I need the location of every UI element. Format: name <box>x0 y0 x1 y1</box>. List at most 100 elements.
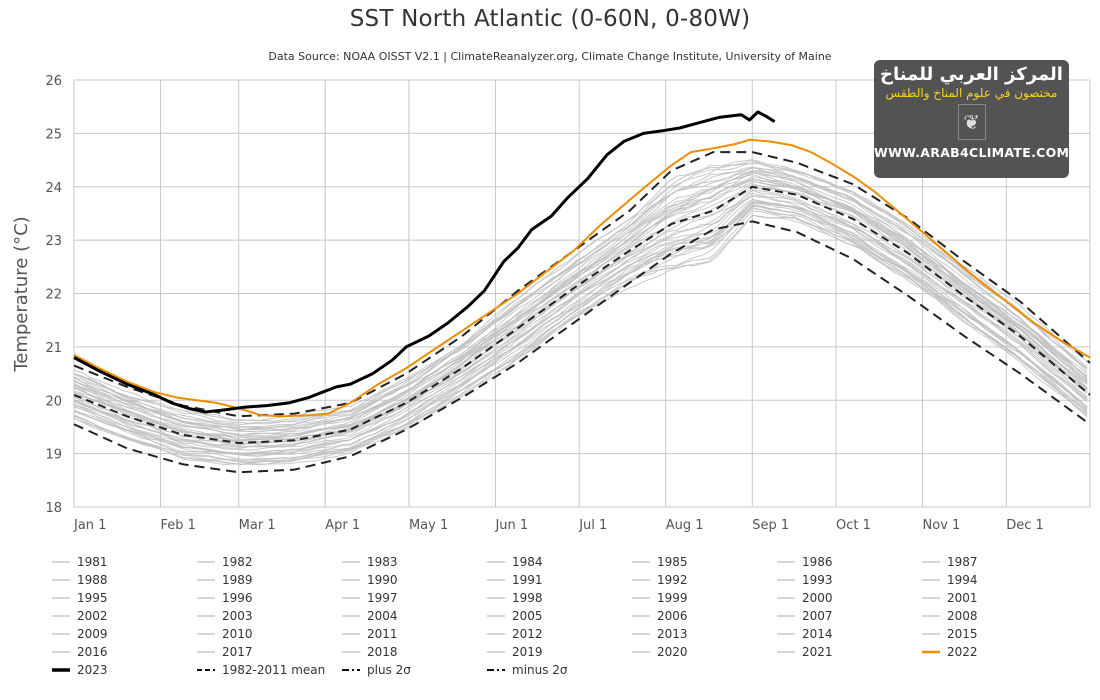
legend-symbol <box>922 649 940 655</box>
legend-symbol <box>632 649 650 655</box>
legend-item-minus-2-[interactable]: minus 2σ <box>487 661 568 679</box>
legend-symbol <box>632 577 650 583</box>
legend-symbol <box>52 595 70 601</box>
legend-label: 2015 <box>947 627 978 641</box>
legend-symbol <box>342 559 360 565</box>
legend-symbol <box>342 649 360 655</box>
series-line-2016 <box>73 170 1088 431</box>
legend-item-2019[interactable]: 2019 <box>487 643 543 661</box>
legend-item-1984[interactable]: 1984 <box>487 553 543 571</box>
x-tick-label: Oct 1 <box>836 518 871 533</box>
series-line-2007 <box>73 178 1088 442</box>
legend-item-1987[interactable]: 1987 <box>922 553 978 571</box>
series-line-1997 <box>73 195 1088 445</box>
legend-item-2018[interactable]: 2018 <box>342 643 398 661</box>
legend-label: 1993 <box>802 573 833 587</box>
legend-item-1996[interactable]: 1996 <box>197 589 253 607</box>
legend-label: 2016 <box>77 645 108 659</box>
series-line-2004 <box>73 187 1088 442</box>
legend-label: 1989 <box>222 573 253 587</box>
legend-item-2011[interactable]: 2011 <box>342 625 398 643</box>
x-tick-label: Nov 1 <box>923 518 961 533</box>
legend-label: 1983 <box>367 555 398 569</box>
legend-symbol <box>777 649 795 655</box>
legend-item-2022[interactable]: 2022 <box>922 643 978 661</box>
legend-item-2020[interactable]: 2020 <box>632 643 688 661</box>
legend-symbol <box>52 631 70 637</box>
legend-item-2008[interactable]: 2008 <box>922 607 978 625</box>
legend-label: 2018 <box>367 645 398 659</box>
watermark-url: WWW.ARAB4CLIMATE.COM <box>874 145 1070 160</box>
legend-item-1986[interactable]: 1986 <box>777 553 833 571</box>
legend-item-1990[interactable]: 1990 <box>342 571 398 589</box>
legend-item-2005[interactable]: 2005 <box>487 607 543 625</box>
legend-item-1988[interactable]: 1988 <box>52 571 108 589</box>
x-tick-label: Jun 1 <box>494 518 528 533</box>
legend-symbol <box>632 613 650 619</box>
legend-item-2006[interactable]: 2006 <box>632 607 688 625</box>
legend-symbol <box>197 613 215 619</box>
legend-item-1991[interactable]: 1991 <box>487 571 543 589</box>
highlight-lines <box>73 110 1091 418</box>
legend-item-1993[interactable]: 1993 <box>777 571 833 589</box>
legend-symbol <box>632 631 650 637</box>
legend-item-2000[interactable]: 2000 <box>777 589 833 607</box>
legend-item-2015[interactable]: 2015 <box>922 625 978 643</box>
legend-item-2004[interactable]: 2004 <box>342 607 398 625</box>
legend-item-2001[interactable]: 2001 <box>922 589 978 607</box>
legend-item-1999[interactable]: 1999 <box>632 589 688 607</box>
legend-label: 2023 <box>77 663 108 677</box>
legend-symbol <box>487 613 505 619</box>
x-tick-label: Apr 1 <box>325 518 360 533</box>
legend-item-2010[interactable]: 2010 <box>197 625 253 643</box>
legend-item-2016[interactable]: 2016 <box>52 643 108 661</box>
chart-title: SST North Atlantic (0-60N, 0-80W) <box>349 6 751 32</box>
legend-symbol <box>922 613 940 619</box>
legend-item-2002[interactable]: 2002 <box>52 607 108 625</box>
legend-label: minus 2σ <box>512 663 568 677</box>
legend-item-2017[interactable]: 2017 <box>197 643 253 661</box>
legend-symbol <box>777 631 795 637</box>
calligraphy-emblem-icon: ❦ <box>957 104 986 140</box>
legend-item-2013[interactable]: 2013 <box>632 625 688 643</box>
legend-item-1985[interactable]: 1985 <box>632 553 688 571</box>
x-tick-label: Feb 1 <box>161 518 196 533</box>
legend-label: 1992 <box>657 573 688 587</box>
legend-item-1982-2011-mean[interactable]: 1982-2011 mean <box>197 661 325 679</box>
legend-item-1992[interactable]: 1992 <box>632 571 688 589</box>
legend-label: 2011 <box>367 627 398 641</box>
legend-symbol <box>922 631 940 637</box>
legend-item-1982[interactable]: 1982 <box>197 553 253 571</box>
legend-item-2014[interactable]: 2014 <box>777 625 833 643</box>
legend-item-2003[interactable]: 2003 <box>197 607 253 625</box>
legend-item-1981[interactable]: 1981 <box>52 553 108 571</box>
legend-item-1995[interactable]: 1995 <box>52 589 108 607</box>
legend-item-2007[interactable]: 2007 <box>777 607 833 625</box>
series-line-1995 <box>73 198 1088 451</box>
legend-item-2021[interactable]: 2021 <box>777 643 833 661</box>
legend-item-1989[interactable]: 1989 <box>197 571 253 589</box>
legend-item-1998[interactable]: 1998 <box>487 589 543 607</box>
legend-item-2012[interactable]: 2012 <box>487 625 543 643</box>
legend-item-2009[interactable]: 2009 <box>52 625 108 643</box>
legend-symbol <box>922 577 940 583</box>
legend-symbol <box>487 559 505 565</box>
legend-item-1994[interactable]: 1994 <box>922 571 978 589</box>
series-line-minus-2- <box>73 220 1091 474</box>
x-tick-label: Jan 1 <box>73 518 106 533</box>
legend-item-plus-2-[interactable]: plus 2σ <box>342 661 411 679</box>
legend-item-1983[interactable]: 1983 <box>342 553 398 571</box>
legend-item-1997[interactable]: 1997 <box>342 589 398 607</box>
legend-label: 1991 <box>512 573 543 587</box>
legend-label: 1996 <box>222 591 253 605</box>
y-tick-label: 23 <box>45 234 62 249</box>
legend-symbol <box>197 595 215 601</box>
legend-label: 1990 <box>367 573 398 587</box>
legend-item-2023[interactable]: 2023 <box>52 661 108 679</box>
legend-label: 2005 <box>512 609 543 623</box>
legend-label: plus 2σ <box>367 663 411 677</box>
legend-label: 2019 <box>512 645 543 659</box>
legend-symbol <box>922 559 940 565</box>
watermark-tagline: مختصون في علوم المناخ والطقس <box>885 86 1058 100</box>
legend-label: 2021 <box>802 645 833 659</box>
